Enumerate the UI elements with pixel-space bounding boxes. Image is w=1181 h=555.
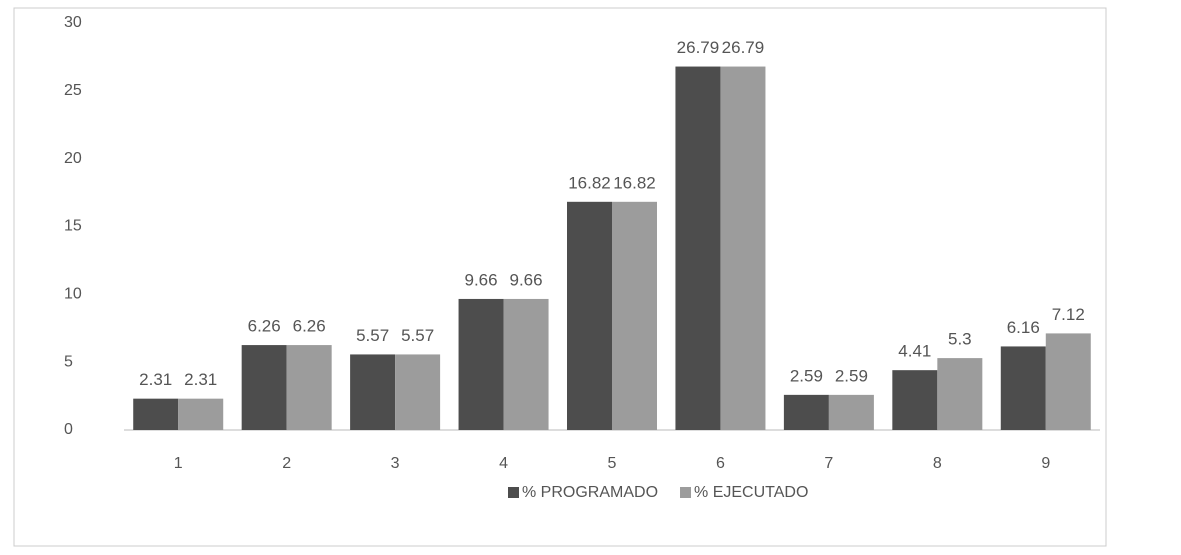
y-tick-label: 5 [64, 353, 73, 370]
bar [458, 298, 504, 430]
y-tick-label: 15 [64, 218, 82, 235]
legend-label: % EJECUTADO [694, 484, 808, 501]
y-tick-label: 20 [64, 150, 82, 167]
y-tick-label: 10 [64, 286, 82, 303]
legend-swatch [508, 487, 519, 498]
y-tick-label: 30 [64, 14, 82, 31]
x-tick-label: 9 [1041, 455, 1050, 472]
x-tick-label: 7 [824, 455, 833, 472]
legend-label: % PROGRAMADO [522, 484, 658, 501]
x-tick-label: 1 [174, 455, 183, 472]
bar [286, 345, 332, 430]
bar [133, 398, 179, 430]
bar [503, 298, 549, 430]
data-label: 5.3 [948, 330, 972, 349]
data-label: 16.82 [613, 173, 656, 192]
data-label: 2.31 [139, 370, 172, 389]
bar [783, 394, 829, 430]
data-label: 5.57 [356, 326, 389, 345]
data-label: 5.57 [401, 326, 434, 345]
data-label: 2.31 [184, 370, 217, 389]
x-tick-label: 2 [282, 455, 291, 472]
x-tick-label: 5 [608, 455, 617, 472]
data-label: 26.79 [677, 38, 720, 57]
bar [675, 66, 721, 430]
bar [937, 358, 983, 430]
legend-swatch [680, 487, 692, 498]
chart-frame [13, 7, 1107, 547]
y-tick-label: 0 [64, 421, 73, 438]
x-tick-label: 3 [391, 455, 400, 472]
bar [612, 201, 657, 430]
data-label: 6.26 [248, 317, 281, 336]
data-label: 6.16 [1007, 318, 1040, 337]
data-label: 2.59 [790, 366, 823, 385]
data-label: 4.41 [898, 342, 931, 361]
bar [241, 345, 287, 430]
x-tick-label: 4 [499, 455, 508, 472]
bar [828, 394, 874, 430]
bar [350, 354, 396, 430]
x-tick-label: 6 [716, 455, 725, 472]
data-label: 16.82 [568, 173, 611, 192]
bar [567, 201, 612, 430]
bar [1000, 346, 1046, 430]
x-tick-label: 8 [933, 455, 942, 472]
data-label: 2.59 [835, 366, 868, 385]
data-label: 26.79 [722, 38, 765, 57]
bar [178, 398, 224, 430]
data-label: 9.66 [465, 270, 498, 289]
data-label: 7.12 [1052, 305, 1085, 324]
bar [720, 66, 766, 430]
data-label: 6.26 [293, 317, 326, 336]
y-tick-label: 25 [64, 82, 82, 99]
bar [892, 370, 938, 430]
bar [1045, 333, 1091, 430]
data-label: 9.66 [510, 270, 543, 289]
bar [395, 354, 441, 430]
